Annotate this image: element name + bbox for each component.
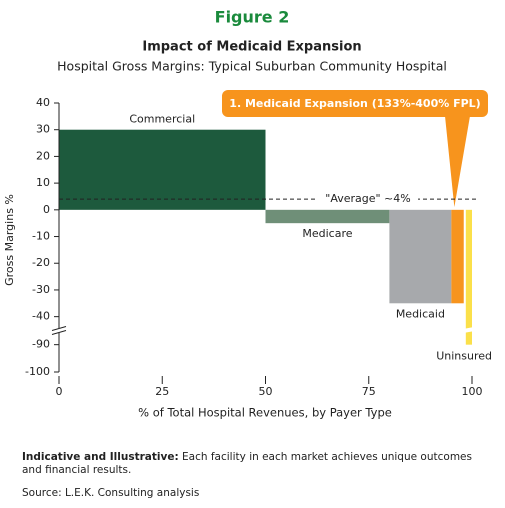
bar-label: Medicaid <box>396 307 445 320</box>
chart-title: Impact of Medicaid Expansion <box>142 40 361 55</box>
note-text: Each facility in each market achieves un… <box>22 451 472 476</box>
note: Indicative and Illustrative: Each facili… <box>22 451 492 477</box>
x-tick-label: 0 <box>56 385 63 398</box>
y-tick-label: 40 <box>36 96 50 109</box>
callout-box <box>222 90 488 117</box>
x-axis-label: % of Total Hospital Revenues, by Payer T… <box>138 406 392 420</box>
bar-label: Commercial <box>129 113 195 126</box>
bar <box>389 209 452 304</box>
bar-label: Uninsured <box>436 350 492 363</box>
x-tick-label: 100 <box>462 385 483 398</box>
y-tick-label: -40 <box>32 310 50 323</box>
bar <box>59 129 266 210</box>
callout-text: 1. Medicaid Expansion (133%-400% FPL) <box>229 97 480 110</box>
y-tick-label: -10 <box>32 230 50 243</box>
y-tick-label: -30 <box>32 283 50 296</box>
bar <box>465 209 472 345</box>
x-tick-label: 50 <box>259 385 273 398</box>
axis-break <box>51 330 67 335</box>
bar <box>451 209 464 304</box>
axis-break <box>51 326 67 331</box>
chart-subtitle: Hospital Gross Margins: Typical Suburban… <box>57 59 447 74</box>
y-tick-label: -90 <box>32 338 50 351</box>
y-axis-label: Gross Margins % <box>3 194 16 286</box>
y-tick-label: 30 <box>36 123 50 136</box>
bar-break-gap <box>451 326 477 335</box>
average-label: "Average" ~4% <box>325 192 410 205</box>
y-tick-label: 20 <box>36 149 50 162</box>
y-tick-label: 10 <box>36 176 50 189</box>
chart: Figure 2 Impact of Medicaid Expansion Ho… <box>3 8 492 420</box>
note-label: Indicative and Illustrative: <box>22 451 179 463</box>
bar-label: Medicare <box>302 227 352 240</box>
source: Source: L.E.K. Consulting analysis <box>22 487 200 499</box>
callout-pointer <box>445 116 470 208</box>
x-tick-label: 25 <box>155 385 169 398</box>
y-tick-label: -100 <box>25 365 50 378</box>
figure-label: Figure 2 <box>215 8 290 27</box>
y-tick-label: 0 <box>43 203 50 216</box>
average-label-bg <box>318 192 418 207</box>
axis-break-gap <box>51 328 67 333</box>
y-tick-label: -20 <box>32 256 50 269</box>
bar <box>265 209 390 224</box>
x-tick-label: 75 <box>362 385 376 398</box>
